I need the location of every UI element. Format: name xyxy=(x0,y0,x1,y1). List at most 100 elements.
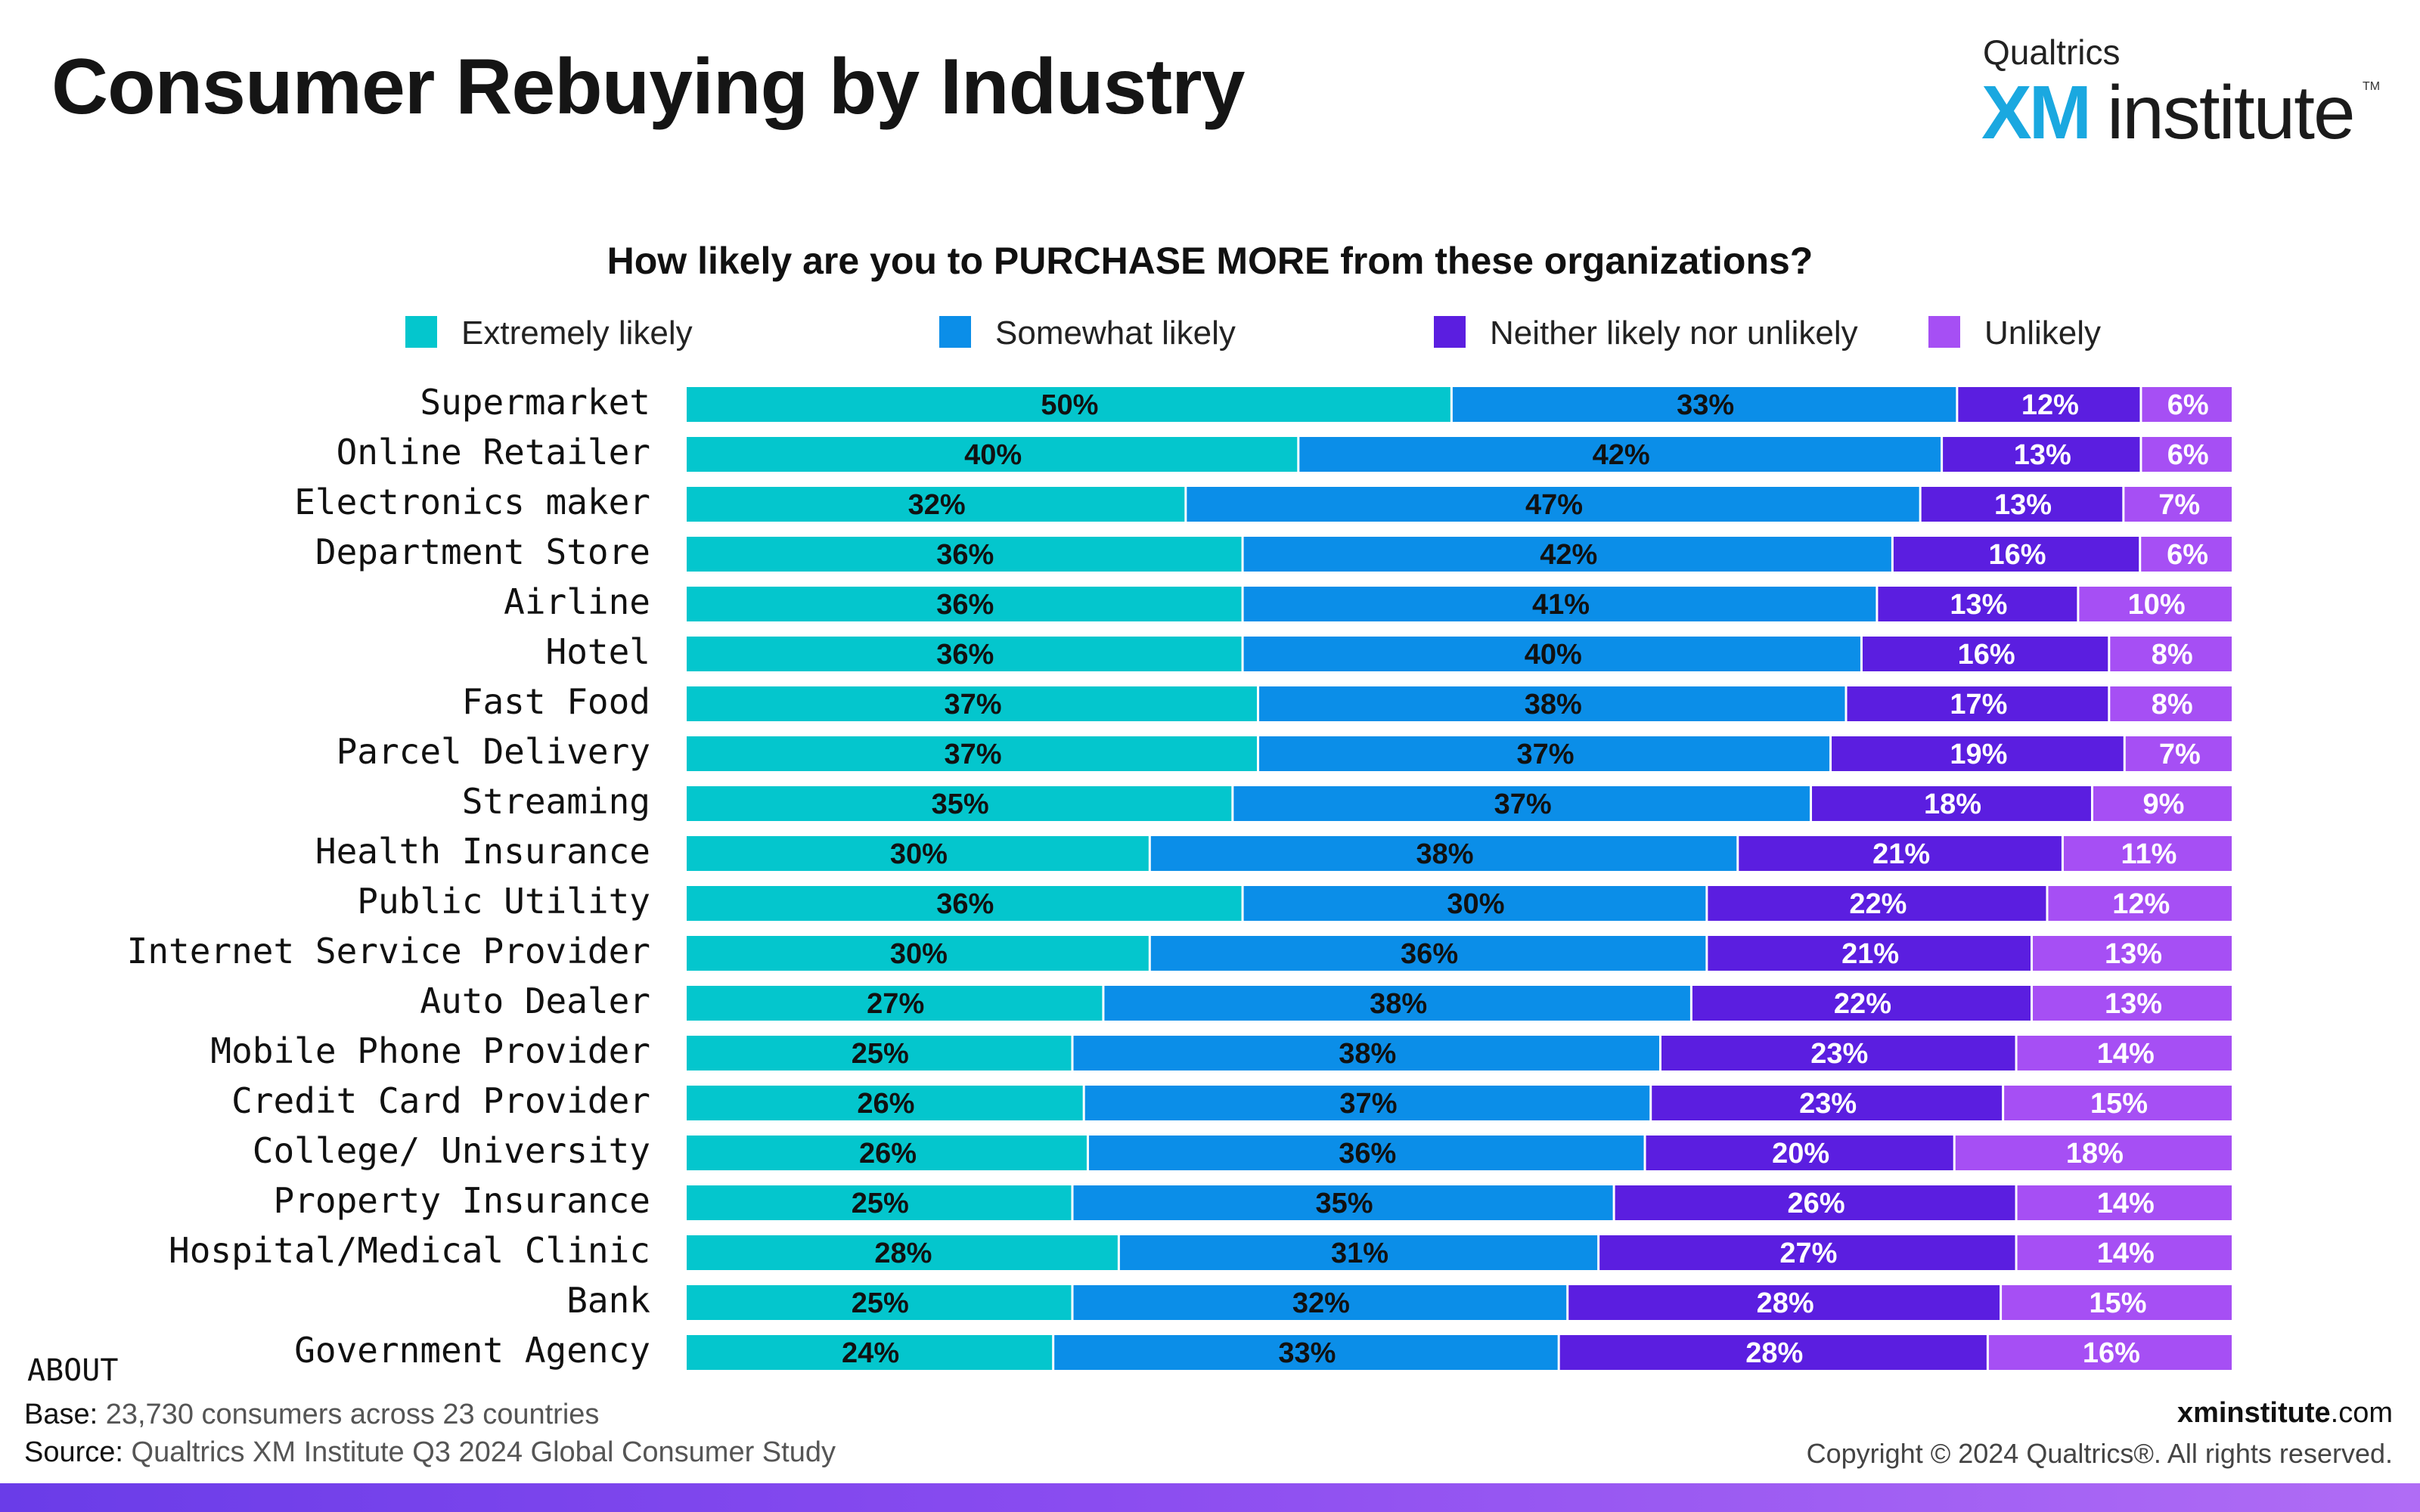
category-label: Government Agency xyxy=(294,1330,650,1371)
data-label: 32% xyxy=(1292,1287,1350,1319)
about-label: ABOUT xyxy=(27,1353,119,1388)
source-note: Source: Qualtrics XM Institute Q3 2024 G… xyxy=(24,1436,836,1469)
data-label: 11% xyxy=(2121,838,2176,870)
logo-trademark: TM xyxy=(2363,80,2381,93)
data-label: 6% xyxy=(2167,439,2209,471)
legend-swatch xyxy=(405,316,437,348)
data-label: 13% xyxy=(1950,589,2007,621)
bar-segment xyxy=(2124,487,2232,522)
data-label: 27% xyxy=(1779,1238,1837,1269)
data-label: 23% xyxy=(1799,1088,1857,1120)
category-label: Supermarket xyxy=(420,382,650,423)
category-label: Internet Service Provider xyxy=(127,931,650,971)
category-label: Hospital/Medical Clinic xyxy=(169,1230,650,1271)
category-label: College/ University xyxy=(253,1130,650,1171)
logo-institute-text: institute xyxy=(2107,70,2356,155)
legend-swatch xyxy=(1928,316,1960,348)
category-label: Department Store xyxy=(315,531,650,572)
bar-segment xyxy=(2142,387,2232,422)
data-label: 9% xyxy=(2143,789,2185,820)
bar-segment xyxy=(2017,1185,2232,1220)
data-label: 37% xyxy=(1339,1088,1397,1120)
data-label: 38% xyxy=(1339,1038,1396,1070)
data-label: 14% xyxy=(2097,1038,2155,1070)
category-label: Online Retailer xyxy=(337,432,650,472)
bar-segment xyxy=(1104,986,1690,1021)
data-label: 22% xyxy=(1849,888,1907,920)
data-label: 13% xyxy=(2105,988,2162,1020)
bar-segment xyxy=(1243,637,1860,671)
bar-segment xyxy=(687,587,1242,621)
bar-segment xyxy=(1559,1335,1987,1370)
base-label: Base: xyxy=(24,1399,98,1430)
data-label: 42% xyxy=(1593,439,1650,471)
category-label: Mobile Phone Provider xyxy=(210,1030,650,1071)
data-label: 27% xyxy=(867,988,924,1020)
data-label: 15% xyxy=(2090,1088,2148,1120)
data-label: 25% xyxy=(852,1038,909,1070)
bar-segment xyxy=(1073,1285,1567,1320)
data-label: 13% xyxy=(1994,489,2052,521)
bar-segment xyxy=(1599,1235,2015,1270)
logo-qualtrics-text: Qualtrics xyxy=(1983,33,2121,72)
bar-segment xyxy=(1233,786,1810,821)
data-label: 47% xyxy=(1525,489,1583,521)
bar-segment xyxy=(1988,1335,2232,1370)
bar-segment xyxy=(1299,437,1941,472)
data-label: 33% xyxy=(1677,389,1734,421)
data-label: 6% xyxy=(2167,539,2208,571)
data-label: 28% xyxy=(1757,1287,1814,1319)
bar-segment xyxy=(1652,1086,2003,1120)
data-label: 37% xyxy=(1494,789,1552,820)
data-label: 36% xyxy=(936,539,994,571)
bar-segment xyxy=(2002,1285,2232,1320)
data-label: 7% xyxy=(2158,489,2200,521)
bar-segment xyxy=(2033,986,2232,1021)
bar-segment xyxy=(1243,537,1891,572)
data-label: 14% xyxy=(2097,1238,2155,1269)
data-label: 10% xyxy=(2128,589,2186,621)
legend-swatch xyxy=(1434,316,1466,348)
bar-segment xyxy=(687,1235,1118,1270)
bar-segment xyxy=(1862,637,2108,671)
bar-segment xyxy=(1259,736,1830,771)
category-label: Auto Dealer xyxy=(420,981,650,1021)
data-label: 7% xyxy=(2159,739,2201,770)
data-label: 16% xyxy=(1958,639,2015,671)
bar-segment xyxy=(687,1335,1053,1370)
bar-segment xyxy=(2141,537,2232,572)
category-label: Streaming xyxy=(462,781,650,822)
site-rest: .com xyxy=(2330,1397,2393,1429)
bar-segment xyxy=(687,936,1149,971)
chart-title: How likely are you to PURCHASE MORE from… xyxy=(607,240,1813,282)
data-label: 14% xyxy=(2097,1188,2155,1219)
bar-segment xyxy=(1073,1036,1659,1070)
bar-segment xyxy=(1452,387,1956,422)
qualtrics-xm-institute-logo: Qualtrics XM institute TM xyxy=(1981,30,2380,155)
data-label: 37% xyxy=(944,689,1001,720)
bar-segment xyxy=(1568,1285,2000,1320)
website-link[interactable]: xminstitute.com xyxy=(2177,1397,2393,1430)
bar-segment xyxy=(2048,886,2232,921)
data-label: 50% xyxy=(1041,389,1098,421)
bar-segment xyxy=(1812,786,2091,821)
base-text: 23,730 consumers across 23 countries xyxy=(105,1399,600,1430)
bar-segment xyxy=(1073,1185,1613,1220)
bar-segment xyxy=(1084,1086,1650,1120)
data-label: 36% xyxy=(936,589,994,621)
bar-segment xyxy=(2093,786,2232,821)
bar-segment xyxy=(1646,1136,1953,1170)
bar-segment xyxy=(687,437,1298,472)
data-label: 21% xyxy=(1841,938,1899,970)
data-label: 38% xyxy=(1370,988,1427,1020)
bar-segment xyxy=(2063,836,2232,871)
data-label: 23% xyxy=(1810,1038,1868,1070)
bar-segment xyxy=(1832,736,2124,771)
data-label: 8% xyxy=(2152,689,2193,720)
data-label: 19% xyxy=(1950,739,2007,770)
legend-swatch xyxy=(939,316,971,348)
chart-svg: How likely are you to PURCHASE MORE from… xyxy=(127,240,2232,1371)
legend-label: Extremely likely xyxy=(461,314,693,352)
bar-segment xyxy=(687,1136,1087,1170)
